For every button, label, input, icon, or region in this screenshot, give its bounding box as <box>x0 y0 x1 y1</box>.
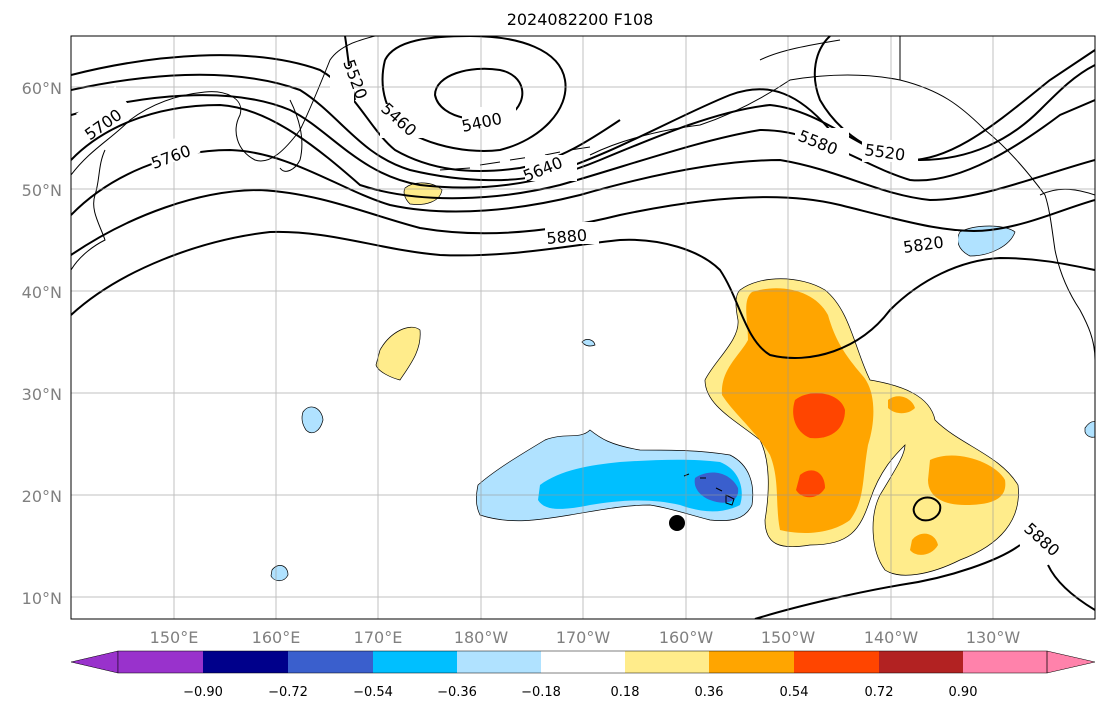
strong-anomaly-1 <box>793 393 845 439</box>
colorbar-tick-label: −0.90 <box>183 685 223 700</box>
gridlines <box>71 36 1095 619</box>
japan-coast <box>71 149 106 271</box>
colorbar-border <box>117 650 1048 674</box>
colorbar-tick-label: 0.72 <box>865 685 894 700</box>
positive-anomaly-spot <box>888 396 915 414</box>
colorbar-tick-label: 0.36 <box>695 685 724 700</box>
alaska-coast <box>589 74 1095 361</box>
positive-anomaly-core-se <box>928 455 1006 505</box>
colorbar-segment <box>709 651 794 673</box>
contour-5760 <box>71 148 1095 216</box>
lon-label: 170°W <box>556 628 611 647</box>
lat-label: 10°N <box>22 589 62 608</box>
lon-label: 160°E <box>252 628 301 647</box>
lat-labels: 60°N 50°N 40°N 30°N 20°N 10°N <box>22 79 62 608</box>
lon-label: 170°E <box>354 628 403 647</box>
contour-high-center <box>912 496 942 522</box>
lat-label: 60°N <box>22 79 62 98</box>
colorbar-tick-label: 0.90 <box>949 685 978 700</box>
contour-5580 <box>71 73 831 182</box>
map-title: 2024082200 F108 <box>506 10 654 29</box>
colorbar-segment <box>963 651 1047 673</box>
colorbar-tick-label: −0.36 <box>437 685 477 700</box>
colorbar-right-extend <box>1046 650 1096 674</box>
colorbar-segment <box>118 651 203 673</box>
lat-label: 20°N <box>22 487 62 506</box>
colorbar-segment <box>794 651 879 673</box>
lon-label: 180°W <box>454 628 509 647</box>
negative-anomaly-core <box>538 459 742 512</box>
kamchatka-coast <box>279 99 303 172</box>
colorbar-tick-label: −0.72 <box>268 685 308 700</box>
colorbar-segment <box>203 651 288 673</box>
colorbar-tick-label: −0.18 <box>521 685 561 700</box>
map-border <box>70 35 1096 620</box>
anomaly-shading <box>270 182 1095 582</box>
colorbar-segment <box>457 651 541 673</box>
contour-5880-north <box>71 230 1095 359</box>
lon-label: 150°W <box>761 628 816 647</box>
contour-5880-east <box>1047 564 1095 611</box>
lat-label: 40°N <box>22 283 62 302</box>
positive-anomaly-spot-s <box>910 533 938 555</box>
lon-label: 150°E <box>150 628 199 647</box>
negative-anomaly-sw <box>270 565 289 582</box>
negative-anomaly-w <box>301 406 324 434</box>
lon-labels: 150°E 160°E 170°E 180°W 170°W 160°W 150°… <box>150 628 1021 647</box>
contour-label-group: 5700 5760 5520 5460 5400 5640 5880 5580 … <box>76 57 1066 560</box>
negative-anomaly-dot <box>581 339 596 347</box>
colorbar-tick-label: 0.18 <box>611 685 640 700</box>
colorbar-segment <box>541 651 625 673</box>
alaska-north <box>759 36 901 80</box>
contour-5820 <box>71 188 1095 256</box>
negative-anomaly-edge <box>1084 421 1095 438</box>
tropical-marker <box>669 515 685 531</box>
lon-label: 140°W <box>864 628 919 647</box>
colorbar-segment <box>879 651 963 673</box>
colorbar: −0.90 −0.72 −0.54 −0.36 −0.18 0.18 0.36 … <box>70 650 1096 700</box>
colorbar-left-extend <box>70 650 119 674</box>
strong-anomaly-2 <box>796 470 825 498</box>
positive-anomaly-west <box>375 326 421 381</box>
lon-label: 130°W <box>966 628 1021 647</box>
colorbar-tick-label: −0.54 <box>353 685 393 700</box>
colorbar-tick-label: 0.54 <box>780 685 809 700</box>
lat-label: 30°N <box>22 385 62 404</box>
negative-anomaly-ne <box>957 225 1016 257</box>
lon-label: 160°W <box>659 628 714 647</box>
contour-5700 <box>71 99 1095 200</box>
colorbar-segment <box>625 651 709 673</box>
contour-5520-east <box>813 36 1095 162</box>
contour-label: 5880 <box>546 226 588 248</box>
lat-label: 50°N <box>22 181 62 200</box>
colorbar-segment <box>288 651 373 673</box>
colorbar-segment <box>373 651 457 673</box>
